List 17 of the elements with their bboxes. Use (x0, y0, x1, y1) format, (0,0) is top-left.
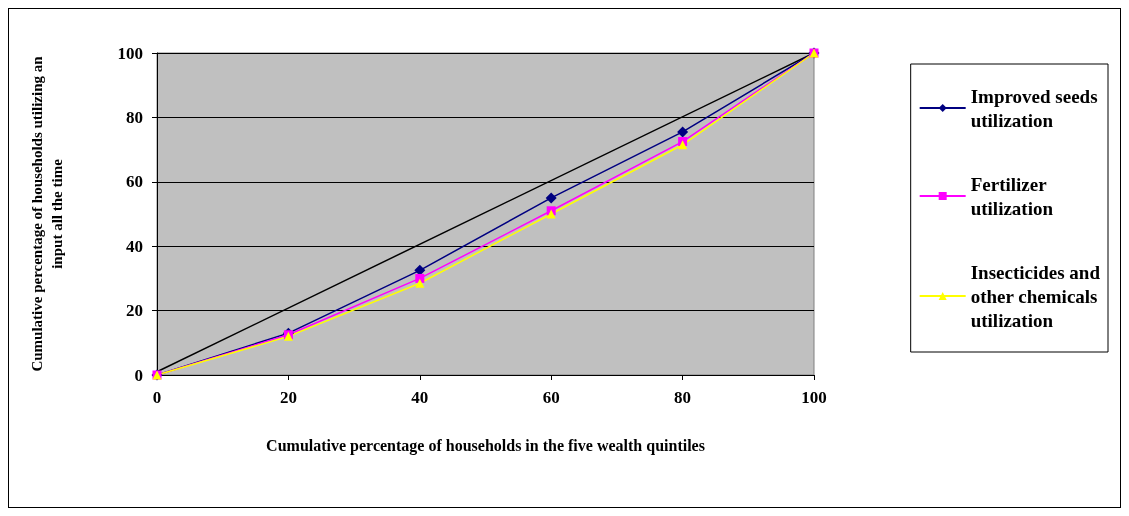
legend-label: Insecticides and other chemicals utilization (970, 261, 1101, 331)
x-tick-label: 20 (279, 388, 297, 407)
y-tick-label: 80 (126, 107, 143, 127)
x-tick-label: 100 (801, 388, 827, 407)
y-tick-label: 40 (126, 236, 143, 256)
y-axis-title: Cumulative percentage of households utilizing an input all the time (29, 55, 65, 372)
y-tick-label: 0 (134, 365, 143, 385)
y-tick-label: 20 (126, 301, 143, 321)
x-tick-label: 80 (674, 388, 692, 407)
x-tick-label: 60 (542, 388, 560, 407)
legend-label: Fertilizer utilization (970, 173, 1054, 219)
legend-label: Improved seeds utilization (970, 85, 1098, 131)
y-tick-label: 100 (117, 43, 143, 63)
y-tick-label: 60 (126, 172, 143, 192)
x-tick-label: 0 (152, 388, 162, 407)
x-axis-title: Cumulative percentage of households in the five wealth quintiles (266, 436, 705, 455)
x-tick-label: 40 (411, 388, 429, 407)
